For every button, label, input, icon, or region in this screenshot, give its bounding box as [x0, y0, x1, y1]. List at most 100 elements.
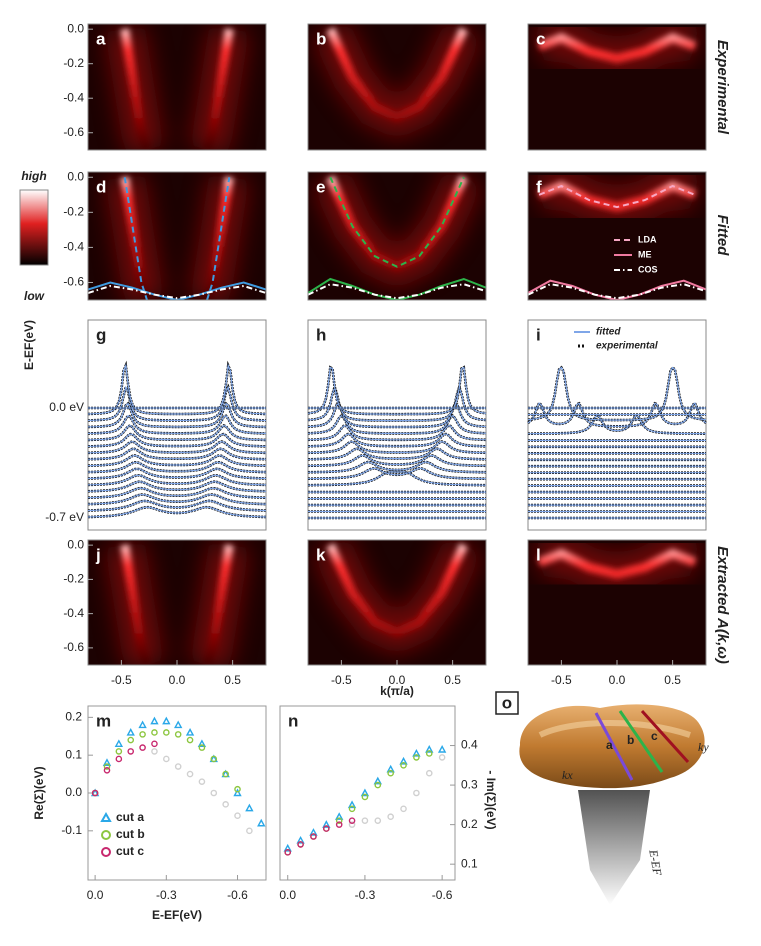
dispersion-line — [88, 284, 266, 300]
y-tick-label: 0.4 — [461, 738, 478, 752]
panel-label: a — [96, 29, 106, 48]
point — [322, 820, 331, 828]
edc-fitted — [88, 402, 266, 428]
panel-label: l — [536, 545, 541, 564]
point — [138, 720, 147, 729]
y-axis-label: Re(Σ)(eV) — [32, 766, 46, 819]
y-tick-label: 0.2 — [65, 710, 82, 724]
point — [425, 769, 433, 777]
edc-fitted — [87, 454, 267, 467]
panel-label: m — [96, 711, 111, 730]
x-tick-label: 0.0 — [389, 673, 406, 687]
point — [198, 778, 206, 785]
point — [174, 731, 182, 738]
y-tick-label: 0.2 — [461, 817, 478, 831]
dispersion-line — [528, 279, 706, 300]
point — [400, 762, 407, 769]
intensity-band — [326, 27, 468, 123]
panel-label: f — [536, 177, 542, 196]
point — [126, 728, 135, 736]
x-tick-label: 0.5 — [224, 673, 241, 687]
point — [373, 776, 382, 785]
colorbar — [19, 189, 49, 266]
axis-label-kx: kx — [562, 768, 573, 782]
point — [400, 805, 407, 813]
point — [348, 805, 356, 813]
legend-label: experimental — [596, 341, 658, 352]
point — [233, 788, 242, 797]
point — [283, 843, 292, 852]
panel-label: d — [96, 177, 106, 196]
y-tick-label: -0.2 — [63, 56, 84, 70]
intensity-band — [120, 544, 234, 665]
point — [186, 736, 194, 744]
x-tick-label: -0.3 — [355, 888, 376, 902]
legend-label: cut a — [116, 810, 144, 824]
point — [150, 716, 159, 725]
point — [115, 748, 123, 755]
edc-fitted — [88, 448, 266, 460]
panel-border — [87, 23, 267, 151]
legend-label: ME — [638, 249, 652, 259]
panel — [88, 24, 266, 150]
point — [197, 739, 207, 748]
point — [257, 818, 266, 827]
point — [335, 817, 343, 824]
point — [151, 748, 158, 755]
legend-label: cut b — [116, 827, 145, 841]
edc-fitted — [307, 454, 487, 467]
edc-fitted — [87, 500, 267, 512]
x-tick-label: 0.0 — [87, 888, 104, 902]
point — [210, 789, 218, 797]
point — [162, 716, 171, 725]
x-tick-label: -0.6 — [227, 888, 248, 902]
point — [425, 745, 434, 753]
row-label: Experimental — [714, 40, 731, 135]
intensity-band — [326, 543, 468, 638]
y-tick-label: 0.1 — [65, 747, 82, 761]
plot-area — [279, 705, 456, 881]
y-tick-label: -0.1 — [61, 823, 82, 837]
panel-label: c — [536, 29, 545, 48]
edc-fitted — [527, 366, 707, 421]
y-tick-label: -0.4 — [63, 606, 84, 620]
legend-marker — [100, 811, 112, 822]
point — [115, 755, 123, 763]
x-tick-label: -0.6 — [432, 888, 453, 902]
point — [222, 801, 229, 808]
panel-label: e — [316, 177, 325, 196]
fermi-surface-illustration — [519, 704, 705, 905]
edc-fitted — [88, 424, 266, 441]
highlight — [538, 720, 691, 738]
y-tick-label: -0.4 — [63, 90, 84, 104]
edc-fitted — [87, 385, 267, 422]
panel — [528, 172, 706, 300]
edc-fitted — [308, 471, 486, 486]
y-tick-label: 0.0 — [67, 169, 84, 183]
point — [425, 750, 433, 757]
y-tick-label: -0.6 — [63, 640, 84, 654]
spectral-column — [578, 790, 650, 905]
edc-fitted — [307, 425, 487, 441]
panel — [308, 540, 486, 665]
legend-label: fitted — [596, 327, 621, 338]
legend-label: cut c — [116, 844, 144, 858]
panel-label: g — [96, 325, 106, 344]
point — [347, 800, 357, 809]
point — [222, 770, 229, 778]
edc-fitted — [307, 366, 487, 415]
point — [186, 770, 194, 778]
x-tick-label: -0.5 — [551, 673, 572, 687]
dispersion-line — [308, 277, 486, 300]
energy-annotation: 0.0 eV — [49, 400, 84, 414]
x-tick-label: -0.5 — [331, 673, 352, 687]
colorbar-high: high — [21, 169, 46, 183]
point — [387, 813, 394, 821]
edc-fitted — [308, 467, 486, 480]
point — [102, 758, 112, 766]
dispersion-line — [123, 177, 231, 300]
y-tick-label: 0.0 — [67, 21, 84, 35]
y-tick-label: 0.1 — [461, 856, 478, 870]
y-tick-label: -0.2 — [63, 205, 84, 219]
axis-label-ky: ky — [698, 740, 709, 754]
